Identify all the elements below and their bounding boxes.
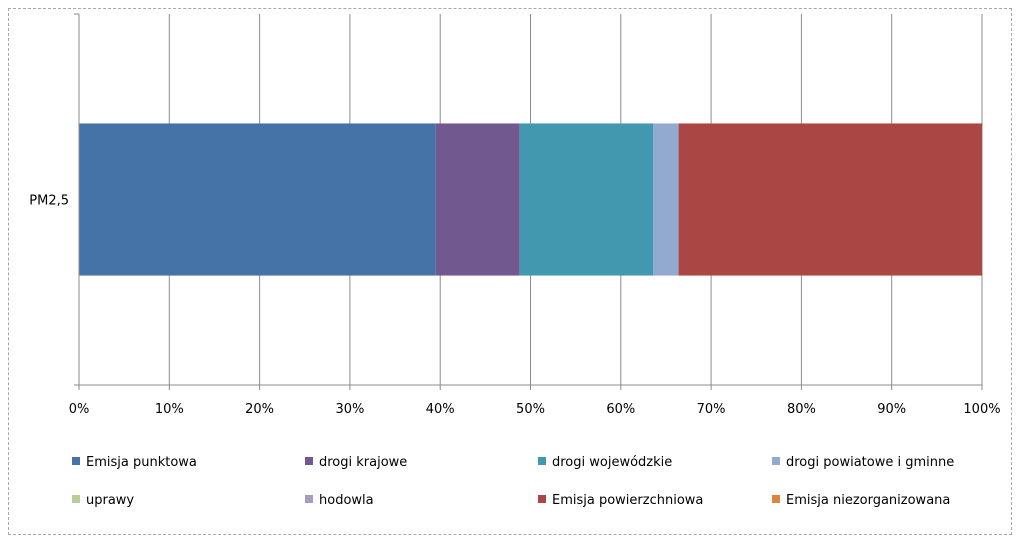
x-tick-label: 90% (877, 402, 906, 417)
legend-label: drogi powiatowe i gminne (786, 455, 954, 470)
legend-label: drogi krajowe (319, 455, 407, 470)
legend-swatch (772, 495, 780, 503)
x-tick-label: 20% (245, 402, 274, 417)
bar-segment (653, 123, 679, 276)
legend: Emisja punktowa drogi krajowe drogi wojewó… (72, 455, 954, 508)
legend-swatch (72, 495, 80, 503)
x-tick-label: 70% (697, 402, 726, 417)
legend-swatch (72, 457, 80, 465)
legend-swatch (538, 457, 546, 465)
x-tick-label: 100% (963, 402, 1000, 417)
legend-label: Emisja niezorganizowana (786, 493, 950, 508)
x-tick-label: 0% (69, 402, 90, 417)
legend-swatch (305, 495, 313, 503)
legend-label: Emisja powierzchniowa (552, 493, 703, 508)
x-tick-label: 80% (787, 402, 816, 417)
x-tick-label: 40% (426, 402, 455, 417)
bars (79, 123, 982, 276)
legend-label: uprawy (86, 493, 134, 508)
x-tick-label: 60% (606, 402, 635, 417)
tick-labels: 0% 10% 20% 30% 40% 50% 60% 70% 80% 90% 100% (69, 402, 1001, 417)
legend-swatch (305, 457, 313, 465)
legend-label: Emisja punktowa (86, 455, 197, 470)
x-tick-label: 10% (155, 402, 184, 417)
legend-label: drogi wojewódzkie (552, 455, 672, 470)
x-tick-label: 50% (516, 402, 545, 417)
x-tick-label: 30% (335, 402, 364, 417)
legend-swatch (772, 457, 780, 465)
bar-segment (678, 123, 982, 276)
bar-segment (79, 123, 436, 276)
bar-segment (519, 123, 654, 276)
category-label: PM2,5 (29, 194, 69, 209)
category-labels: PM2,5 (29, 194, 69, 209)
legend-label: hodowla (319, 493, 374, 508)
axes (74, 13, 983, 390)
bar-segment (435, 123, 520, 276)
legend-swatch (538, 495, 546, 503)
